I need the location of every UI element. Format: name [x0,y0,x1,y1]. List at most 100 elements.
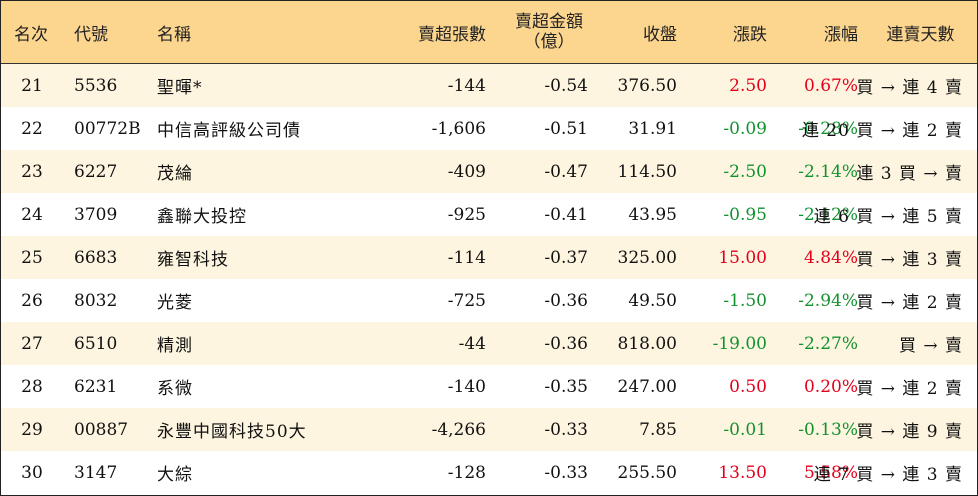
name-cell: 中信高評級公司債 [157,121,301,141]
pct-cell: 0.20% [803,376,858,397]
header-streak[interactable]: 連賣天數 [886,24,955,45]
rank-cell: 24 [21,204,43,225]
header-close[interactable]: 收盤 [643,24,677,45]
close-cell: 255.50 [617,462,677,483]
rank-cell: 30 [21,462,43,483]
streak-cell: 連 7 買 → 連 3 賣 [813,465,963,485]
header-net-sell-amount-line1: 賣超金額 [515,12,583,32]
net-sell-amount-cell: -0.51 [544,118,588,139]
name-cell: 系微 [157,379,193,399]
change-cell: -0.95 [723,204,767,225]
net-sell-lots-cell: -140 [447,376,486,397]
close-cell: 7.85 [639,419,677,440]
rank-cell: 29 [21,419,43,440]
rank-cell: 22 [21,118,43,139]
net-sell-lots-cell: -128 [447,462,486,483]
name-cell: 精測 [157,336,193,356]
change-cell: -2.50 [723,161,767,182]
code-cell: 6227 [74,161,118,182]
code-cell: 6231 [74,376,118,397]
table-row[interactable]: 25 6683 雍智科技 -114 -0.37 325.00 15.00 4.84% 買 → 連… [1,236,977,279]
code-cell: 8032 [74,290,118,311]
pct-cell: 4.84% [803,247,858,268]
pct-cell: -2.94% [798,290,858,311]
streak-cell: 買 → 連 3 賣 [856,250,963,270]
pct-cell: -0.13% [798,419,858,440]
net-sell-lots-cell: -114 [447,247,486,268]
net-sell-amount-cell: -0.36 [544,290,588,311]
net-sell-amount-cell: -0.41 [544,204,588,225]
net-sell-lots-cell: -409 [447,161,486,182]
code-cell: 5536 [74,75,118,96]
streak-cell: 買 → 連 2 賣 [856,379,963,399]
header-net-sell-amount[interactable]: 賣超金額 （億） [492,1,594,63]
table-row[interactable]: 21 5536 聖暉* -144 -0.54 376.50 2.50 0.67% 買 → 連 4… [1,64,977,107]
pct-cell: -0.28% [798,118,858,139]
change-cell: -0.09 [723,118,767,139]
header-code[interactable]: 代號 [74,24,108,45]
net-sell-amount-cell: -0.33 [544,419,588,440]
name-cell: 聖暉* [157,78,203,98]
rank-cell: 26 [21,290,43,311]
net-sell-amount-cell: -0.37 [544,247,588,268]
pct-cell: -2.14% [798,161,858,182]
net-sell-lots-cell: -4,266 [431,419,486,440]
table-row[interactable]: 26 8032 光菱 -725 -0.36 49.50 -1.50 -2.94% 買 → 連 2… [1,279,977,322]
close-cell: 114.50 [617,161,677,182]
code-cell: 00887 [74,419,129,440]
table-row[interactable]: 22 00772B 中信高評級公司債 -1,606 -0.51 31.91 -0.09 -0.… [1,107,977,150]
net-sell-lots-cell: -925 [447,204,486,225]
close-cell: 247.00 [617,376,677,397]
close-cell: 43.95 [628,204,677,225]
net-sell-amount-cell: -0.36 [544,333,588,354]
table-row[interactable]: 23 6227 茂綸 -409 -0.47 114.50 -2.50 -2.14% 連 3 買 … [1,150,977,193]
code-cell: 3709 [74,204,118,225]
header-name[interactable]: 名稱 [157,24,191,45]
net-sell-lots-cell: -1,606 [431,118,486,139]
change-cell: 2.50 [729,75,767,96]
change-cell: -0.01 [723,419,767,440]
streak-cell: 連 20 買 → 連 2 賣 [801,121,963,141]
table-row[interactable]: 24 3709 鑫聯大投控 -925 -0.41 43.95 -0.95 -2.12% 連 6 … [1,193,977,236]
streak-cell: 買 → 賣 [898,336,963,356]
header-net-sell-lots[interactable]: 賣超張數 [418,24,486,45]
code-cell: 00772B [74,118,141,139]
table-row[interactable]: 28 6231 系微 -140 -0.35 247.00 0.50 0.20% 買 → 連 2 … [1,365,977,408]
close-cell: 376.50 [617,75,677,96]
net-sell-lots-cell: -44 [458,333,486,354]
name-cell: 光菱 [157,293,193,313]
header-rank[interactable]: 名次 [14,24,48,45]
name-cell: 雍智科技 [157,250,229,270]
name-cell: 鑫聯大投控 [157,207,247,227]
rank-cell: 27 [21,333,43,354]
close-cell: 49.50 [628,290,677,311]
net-sell-amount-cell: -0.33 [544,462,588,483]
rank-cell: 25 [21,247,43,268]
net-sell-lots-cell: -725 [447,290,486,311]
net-sell-amount-cell: -0.54 [544,75,588,96]
streak-cell: 連 3 買 → 賣 [856,164,963,184]
pct-cell: 5.58% [803,462,858,483]
close-cell: 818.00 [617,333,677,354]
streak-cell: 買 → 連 2 賣 [856,293,963,313]
header-net-sell-amount-line2: （億） [523,32,575,52]
table-row[interactable]: 27 6510 精測 -44 -0.36 818.00 -19.00 -2.27% 買 → 賣 [1,322,977,365]
net-sell-amount-cell: -0.47 [544,161,588,182]
change-cell: -1.50 [723,290,767,311]
pct-cell: 0.67% [803,75,858,96]
code-cell: 3147 [74,462,118,483]
table-row[interactable]: 29 00887 永豐中國科技50大 -4,266 -0.33 7.85 -0.01 -0.1… [1,408,977,451]
pct-cell: -2.12% [798,204,858,225]
table-body: 21 5536 聖暉* -144 -0.54 376.50 2.50 0.67% 買 → 連 4… [1,64,977,494]
header-pct[interactable]: 漲幅 [824,24,858,45]
header-change[interactable]: 漲跌 [733,24,767,45]
name-cell: 大綜 [157,465,193,485]
net-sell-lots-cell: -144 [447,75,486,96]
code-cell: 6683 [74,247,118,268]
table-row[interactable]: 30 3147 大綜 -128 -0.33 255.50 13.50 5.58% 連 7 買 →… [1,451,977,494]
code-cell: 6510 [74,333,118,354]
rank-cell: 21 [21,75,43,96]
name-cell: 茂綸 [157,164,193,184]
streak-cell: 買 → 連 9 賣 [856,422,963,442]
